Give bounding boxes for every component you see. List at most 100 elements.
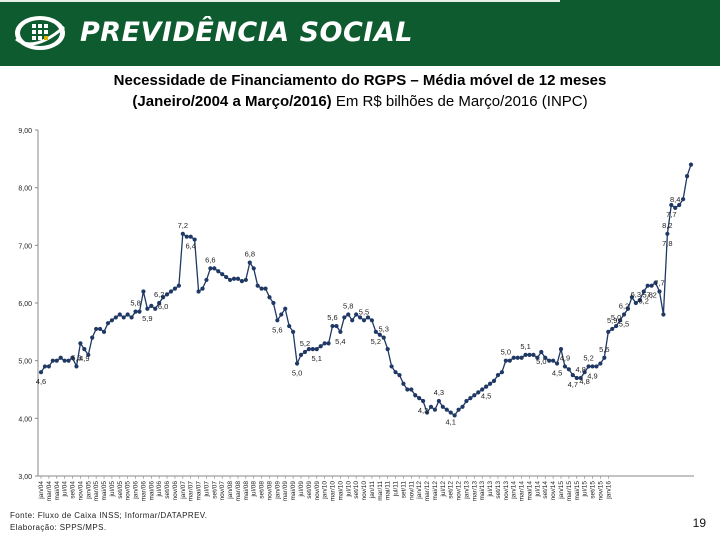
data-point	[558, 347, 564, 352]
data-point	[172, 286, 178, 291]
x-tick-label: jan/14	[511, 481, 518, 500]
data-label: 5,6	[327, 313, 337, 322]
data-point	[436, 398, 441, 404]
y-tick-label: 6,00	[18, 301, 32, 308]
data-label: 4,9	[79, 354, 89, 363]
data-point	[346, 312, 351, 317]
data-point	[527, 352, 532, 357]
data-point	[424, 410, 430, 415]
data-point	[657, 289, 662, 294]
data-label: 5,1	[312, 354, 322, 363]
data-point	[617, 318, 623, 323]
x-tick-label: nov/13	[503, 481, 510, 501]
x-tick-label: jul/13	[487, 481, 494, 498]
data-point	[551, 358, 556, 363]
data-point	[641, 289, 646, 294]
data-point	[653, 280, 658, 285]
data-point	[255, 283, 260, 288]
x-tick-label: mai/09	[290, 481, 297, 501]
data-point	[314, 347, 319, 352]
data-point	[283, 306, 288, 311]
header-top-line	[0, 0, 560, 2]
x-tick-label: jan/13	[463, 481, 470, 500]
x-tick-label: jul/15	[582, 481, 589, 498]
data-point	[566, 367, 571, 372]
data-point	[397, 372, 402, 378]
x-tick-label: mai/08	[243, 481, 250, 501]
x-tick-label: jul/14	[534, 481, 541, 498]
data-point	[239, 278, 245, 284]
data-label: 5,8	[130, 299, 140, 308]
data-point	[499, 370, 505, 375]
data-point	[428, 404, 434, 409]
data-point	[688, 162, 694, 167]
data-point	[539, 349, 544, 355]
data-label: 8,4	[670, 195, 680, 204]
data-label: 5,3	[71, 353, 81, 362]
data-point	[78, 341, 83, 346]
previdencia-logo-icon	[15, 16, 65, 50]
data-point	[204, 277, 209, 283]
data-point	[350, 318, 355, 323]
x-tick-label: mar/06	[140, 481, 147, 502]
source-text: Fonte: Fluxo de Caixa INSS; Informar/DAT…	[10, 511, 208, 520]
data-point	[531, 352, 536, 357]
data-point	[511, 355, 516, 360]
data-label: 6,2	[619, 302, 629, 311]
data-point	[417, 396, 422, 401]
data-label: 6,8	[245, 250, 255, 259]
data-point	[381, 335, 386, 340]
data-label: 7,7	[666, 210, 676, 219]
data-label: 5,5	[359, 307, 369, 316]
data-point	[62, 358, 67, 363]
data-label: 4,8	[575, 365, 585, 374]
x-tick-label: mar/05	[93, 481, 100, 502]
data-point	[46, 364, 51, 369]
x-tick-label: nov/08	[266, 481, 273, 501]
data-label: 5,4	[335, 337, 345, 346]
data-point	[42, 364, 48, 369]
data-point	[74, 364, 79, 369]
data-point	[610, 326, 615, 332]
x-tick-label: mai/05	[101, 481, 108, 501]
x-tick-label: jul/05	[109, 481, 116, 498]
data-label: 6,6	[205, 255, 215, 264]
data-point	[271, 300, 276, 306]
data-point	[487, 381, 493, 386]
data-point	[495, 372, 501, 378]
x-tick-label: jan/05	[85, 481, 92, 500]
data-point	[602, 355, 607, 360]
data-point	[476, 390, 481, 395]
elaboration-text: Elaboração: SPPS/MPS.	[10, 523, 107, 532]
x-tick-label: mar/10	[330, 481, 337, 502]
x-tick-label: mar/13	[471, 481, 478, 502]
data-point	[279, 312, 284, 317]
data-point	[562, 364, 568, 369]
data-label: 7,2	[646, 291, 656, 300]
data-point	[645, 283, 650, 288]
data-point	[90, 335, 95, 340]
x-tick-label: mai/14	[526, 481, 533, 501]
data-point	[94, 326, 99, 332]
x-tick-label: nov/06	[172, 481, 179, 501]
data-label: 6,4	[185, 242, 195, 251]
data-point	[145, 306, 150, 311]
x-tick-label: mai/11	[385, 481, 392, 500]
data-point	[614, 323, 619, 329]
data-point	[673, 205, 678, 210]
data-point	[121, 315, 126, 320]
data-point	[369, 318, 375, 323]
x-tick-label: jan/15	[558, 481, 565, 500]
x-tick-label: mai/12	[432, 481, 439, 501]
x-tick-label: set/12	[448, 481, 455, 499]
data-label: 5,0	[501, 348, 511, 357]
data-point	[318, 344, 323, 349]
y-tick-label: 3,00	[18, 474, 32, 481]
data-point	[633, 300, 638, 306]
data-point	[113, 315, 118, 320]
x-tick-label: jul/10	[345, 481, 352, 498]
x-tick-label: jan/11	[369, 481, 376, 500]
data-point	[109, 318, 115, 323]
data-point	[361, 318, 367, 323]
data-point	[97, 326, 103, 332]
